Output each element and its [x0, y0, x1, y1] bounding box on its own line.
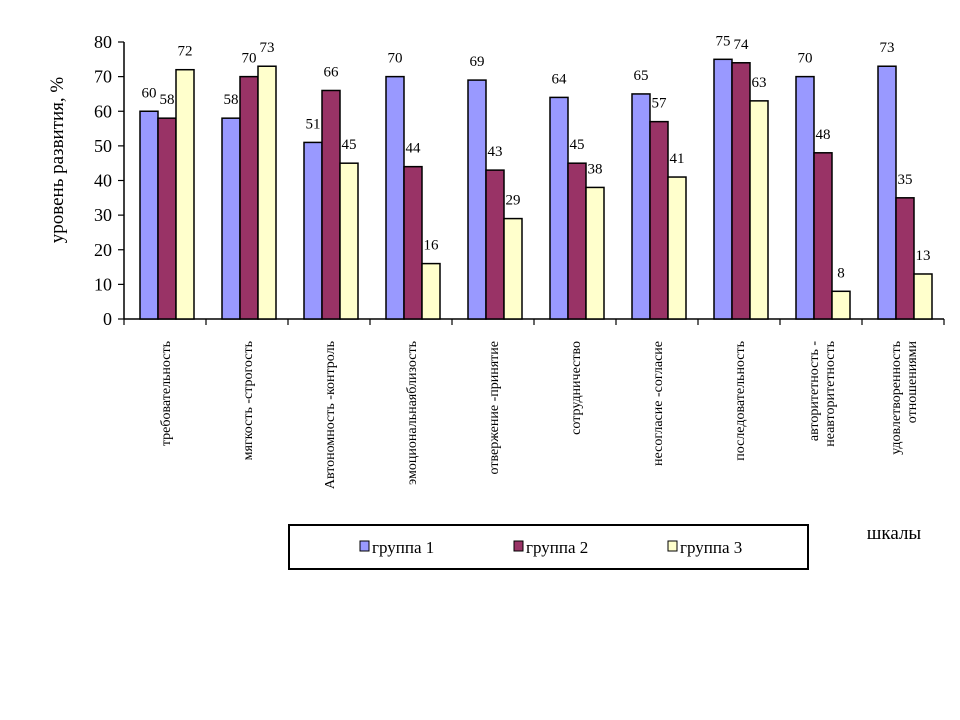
- legend-label: группа 1: [372, 538, 434, 557]
- bar: [813, 152, 833, 320]
- data-label: 74: [734, 37, 750, 53]
- y-axis-ticks: 0 10 20 30 40 50 60 70 80: [94, 32, 124, 329]
- bar: [895, 197, 915, 320]
- bar: [631, 93, 651, 320]
- category-label: удовлетворенность: [889, 341, 904, 455]
- bars: [139, 58, 933, 320]
- data-label: 64: [552, 71, 568, 87]
- data-label: 51: [306, 116, 321, 132]
- data-label: 66: [324, 64, 340, 80]
- legend-box: [288, 524, 809, 570]
- bar: [403, 165, 423, 320]
- bar: [795, 75, 815, 320]
- category-label: отвержение -принятие: [487, 341, 502, 474]
- bar: [649, 120, 669, 320]
- data-label: 13: [916, 248, 931, 264]
- legend-swatch: [359, 540, 370, 552]
- bar: [221, 117, 241, 320]
- data-label: 75: [716, 33, 731, 49]
- data-label: 60: [142, 85, 157, 101]
- legend-label: группа 2: [526, 538, 588, 557]
- bar: [831, 290, 851, 320]
- data-label: 43: [488, 144, 503, 160]
- bar: [713, 58, 733, 320]
- legend: группа 1 группа 2 группа 3: [288, 524, 809, 570]
- bar: [175, 68, 195, 320]
- bar: [503, 217, 523, 320]
- bar: [549, 96, 569, 320]
- data-labels: 60 58725870735166457044166943296445386557…: [142, 33, 931, 281]
- y-tick-label: 80: [94, 32, 112, 52]
- data-label: 8: [837, 265, 845, 281]
- bar: [585, 186, 605, 320]
- y-tick-label: 50: [94, 136, 112, 156]
- bar: [257, 65, 277, 320]
- bar: [385, 75, 405, 320]
- y-tick-label: 10: [94, 274, 112, 294]
- category-label: Автономность -контроль: [323, 341, 338, 489]
- data-label: 48: [816, 127, 831, 143]
- data-label: 41: [670, 151, 685, 167]
- category-label: авторитетность -: [807, 341, 822, 441]
- category-label: неавторитетность: [823, 341, 838, 447]
- y-tick-label: 30: [94, 205, 112, 225]
- bar: [421, 262, 441, 320]
- bar: [157, 117, 177, 320]
- bar: [339, 162, 359, 320]
- bar: [321, 89, 341, 320]
- y-tick-label: 40: [94, 171, 112, 191]
- legend-label: группа 3: [680, 538, 742, 557]
- category-label: отношениями: [905, 341, 920, 424]
- category-label: последовательность: [733, 341, 748, 461]
- x-axis-title: шкалы: [867, 523, 922, 544]
- data-label: 65: [634, 68, 649, 84]
- bar: [749, 100, 769, 320]
- bar: [303, 141, 323, 320]
- legend-swatch: [667, 540, 678, 552]
- bar: [485, 169, 505, 320]
- bar: [731, 62, 751, 320]
- category-label: сотрудничество: [569, 341, 584, 435]
- data-label: 72: [178, 44, 193, 60]
- data-label: 70: [388, 51, 403, 67]
- bar: [913, 273, 933, 320]
- data-label: 57: [652, 96, 668, 112]
- data-label: 70: [242, 51, 257, 67]
- y-tick-label: 60: [94, 101, 112, 121]
- data-label: 69: [470, 54, 485, 70]
- category-label: мягкость -строгость: [241, 341, 256, 460]
- y-tick-label: 0: [103, 309, 112, 329]
- category-label: эмоциональнаяблизость: [405, 341, 420, 485]
- data-label: 45: [342, 137, 357, 153]
- data-label: 29: [506, 193, 521, 209]
- x-axis-categories: требовательность мягкость -строгость Автон…: [123, 319, 945, 489]
- bar: [667, 176, 687, 320]
- bar: [567, 162, 587, 320]
- bar: [877, 65, 897, 320]
- data-label: 35: [898, 172, 913, 188]
- data-label: 70: [798, 51, 813, 67]
- bar: [467, 79, 487, 320]
- data-label: 73: [880, 40, 895, 56]
- data-label: 44: [406, 141, 422, 157]
- data-label: 73: [260, 40, 275, 56]
- y-tick-label: 20: [94, 240, 112, 260]
- data-label: 16: [424, 238, 440, 254]
- legend-swatch: [513, 540, 524, 552]
- category-label: несогласие -согласие: [651, 341, 666, 466]
- bar: [239, 75, 259, 320]
- data-label: 45: [570, 137, 585, 153]
- y-tick-label: 70: [94, 67, 112, 87]
- y-axis-title: уровень развития, %: [47, 77, 68, 244]
- bar: [139, 110, 159, 320]
- data-label: 63: [752, 75, 767, 91]
- category-label: требовательность: [159, 341, 174, 446]
- data-label: 58: [160, 92, 175, 108]
- data-label: 58: [224, 92, 239, 108]
- data-label: 38: [588, 161, 603, 177]
